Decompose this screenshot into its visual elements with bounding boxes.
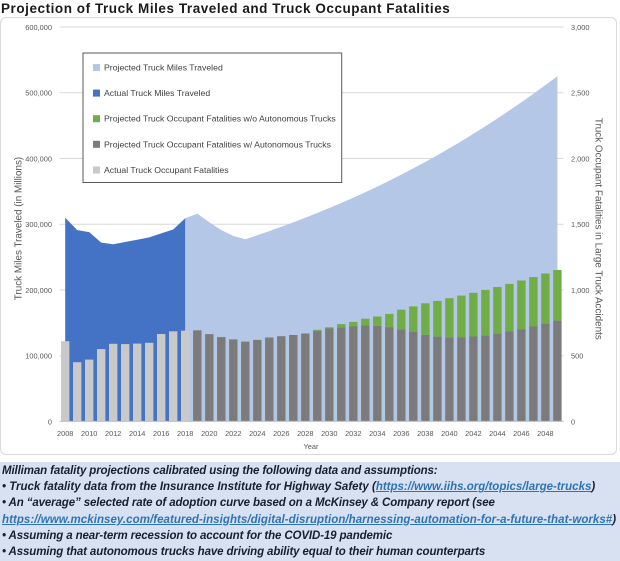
svg-text:2016: 2016 [153, 429, 169, 438]
svg-text:500: 500 [571, 352, 583, 361]
svg-text:2008: 2008 [57, 429, 73, 438]
svg-text:2020: 2020 [201, 429, 217, 438]
svg-text:2026: 2026 [273, 429, 289, 438]
svg-text:Projected Truck Occupant Fatal: Projected Truck Occupant Fatalities w/o … [104, 114, 336, 124]
svg-text:2040: 2040 [441, 429, 457, 438]
svg-text:Year: Year [304, 442, 319, 451]
svg-text:Truck Miles Traveled (in Milli: Truck Miles Traveled (in Millions) [14, 157, 25, 300]
svg-text:2048: 2048 [537, 429, 553, 438]
svg-text:Projected Truck Miles Traveled: Projected Truck Miles Traveled [104, 63, 223, 73]
svg-text:300,000: 300,000 [25, 220, 52, 229]
svg-text:2,500: 2,500 [571, 89, 590, 98]
svg-text:100,000: 100,000 [25, 352, 52, 361]
svg-text:600,000: 600,000 [25, 23, 52, 32]
svg-text:2014: 2014 [129, 429, 145, 438]
svg-text:Actual Truck Occupant Fataliti: Actual Truck Occupant Fatalities [104, 165, 229, 175]
svg-text:Actual Truck Miles Traveled: Actual Truck Miles Traveled [104, 88, 210, 98]
svg-text:2024: 2024 [249, 429, 265, 438]
svg-text:Projected Truck Occupant Fatal: Projected Truck Occupant Fatalities w/ A… [104, 139, 332, 149]
svg-text:2022: 2022 [225, 429, 241, 438]
svg-text:3,000: 3,000 [571, 23, 590, 32]
svg-text:Truck Occupant Fatalities in L: Truck Occupant Fatalities in Large Truck… [593, 118, 604, 340]
svg-text:200,000: 200,000 [25, 286, 52, 295]
svg-text:0: 0 [571, 417, 575, 426]
svg-text:2032: 2032 [345, 429, 361, 438]
svg-text:2044: 2044 [489, 429, 505, 438]
svg-text:2,000: 2,000 [571, 155, 590, 164]
svg-text:2034: 2034 [369, 429, 385, 438]
svg-text:2028: 2028 [297, 429, 313, 438]
svg-text:2018: 2018 [177, 429, 193, 438]
svg-text:2042: 2042 [465, 429, 481, 438]
svg-text:2036: 2036 [393, 429, 409, 438]
svg-text:1,500: 1,500 [571, 220, 590, 229]
svg-text:2012: 2012 [105, 429, 121, 438]
svg-text:500,000: 500,000 [25, 89, 52, 98]
svg-text:0: 0 [48, 417, 52, 426]
svg-text:2046: 2046 [513, 429, 529, 438]
svg-text:400,000: 400,000 [25, 155, 52, 164]
svg-text:2030: 2030 [321, 429, 337, 438]
svg-text:2038: 2038 [417, 429, 433, 438]
svg-text:2010: 2010 [81, 429, 97, 438]
svg-text:1,000: 1,000 [571, 286, 590, 295]
